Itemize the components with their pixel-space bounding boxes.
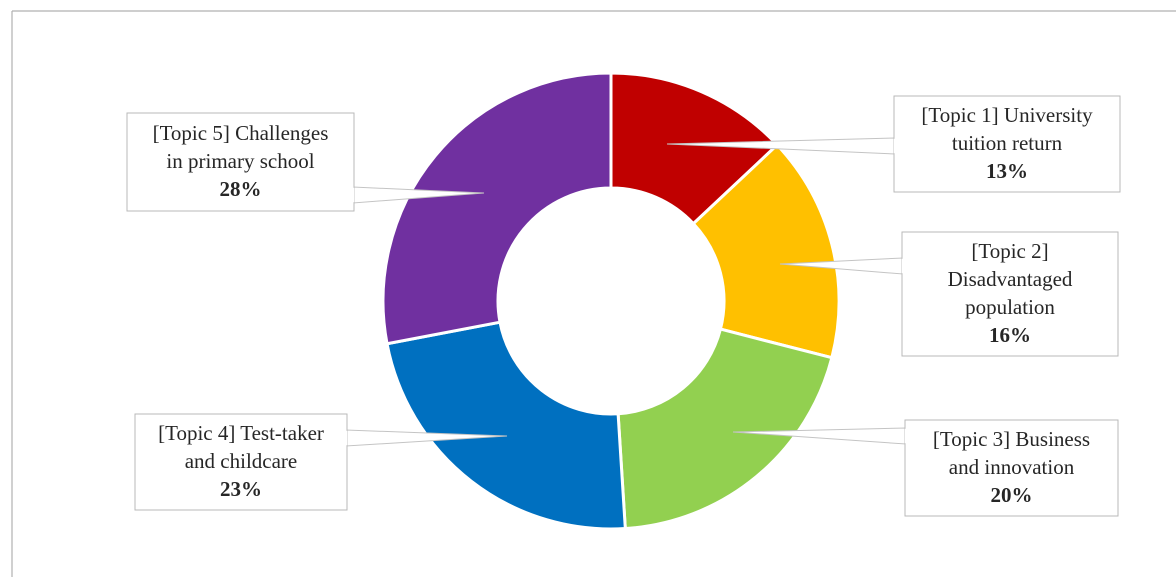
data-label-topic-2: 16% — [989, 323, 1031, 347]
data-label-topic-5: 28% — [220, 177, 262, 201]
data-label-topic-1: 13% — [986, 159, 1028, 183]
category-label-topic-4-line-2: and childcare — [185, 449, 298, 473]
category-label-topic-3-line-2: and innovation — [949, 455, 1075, 479]
category-label-topic-1-line-2: tuition return — [952, 131, 1063, 155]
category-label-topic-2-line-2: Disadvantaged — [948, 267, 1073, 291]
category-label-topic-5-line-1: [Topic 5] Challenges — [153, 121, 329, 145]
data-label-topic-4: 23% — [220, 477, 262, 501]
category-label-topic-4-line-1: [Topic 4] Test-taker — [158, 421, 324, 445]
category-label-topic-3-line-1: [Topic 3] Business — [933, 427, 1090, 451]
data-label-topic-3: 20% — [991, 483, 1033, 507]
category-label-topic-1-line-1: [Topic 1] University — [921, 103, 1093, 127]
category-label-topic-5-line-2: in primary school — [166, 149, 314, 173]
category-label-topic-2-line-3: population — [965, 295, 1055, 319]
category-label-topic-2-line-1: [Topic 2] — [971, 239, 1048, 263]
